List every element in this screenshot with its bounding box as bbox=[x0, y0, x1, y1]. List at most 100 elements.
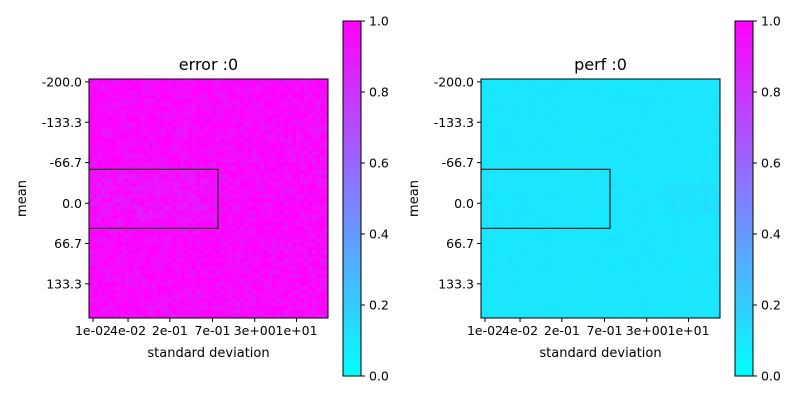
heatmap-cell bbox=[220, 158, 225, 163]
heatmap-cell bbox=[700, 158, 705, 163]
heatmap-cell bbox=[172, 162, 177, 167]
heatmap-cell bbox=[524, 106, 530, 112]
heatmap-cell bbox=[268, 286, 273, 291]
heatmap-cell bbox=[284, 146, 289, 151]
heatmap-cell bbox=[636, 150, 641, 155]
heatmap-cell bbox=[196, 310, 201, 315]
heatmap-cell bbox=[296, 286, 301, 291]
heatmap-cell bbox=[308, 194, 313, 199]
heatmap-cell bbox=[180, 178, 185, 183]
heatmap-cell bbox=[140, 238, 146, 243]
heatmap-cell bbox=[100, 286, 106, 291]
heatmap-cell bbox=[220, 130, 225, 136]
heatmap-cell bbox=[564, 150, 569, 155]
heatmap-cell bbox=[224, 82, 229, 88]
heatmap-cell bbox=[89, 114, 94, 120]
heatmap-cell bbox=[284, 138, 289, 144]
heatmap-cell bbox=[316, 262, 321, 267]
heatmap-cell bbox=[660, 102, 665, 108]
heatmap-cell bbox=[208, 238, 213, 243]
heatmap-cell bbox=[228, 118, 233, 124]
heatmap-cell bbox=[320, 266, 325, 271]
heatmap-cell bbox=[208, 222, 213, 227]
heatmap-cell bbox=[552, 102, 557, 108]
heatmap-cell bbox=[216, 98, 221, 104]
heatmap-cell bbox=[244, 214, 249, 219]
heatmap-cell bbox=[144, 186, 150, 191]
heatmap-cell bbox=[244, 314, 249, 319]
heatmap-cell bbox=[156, 286, 161, 291]
heatmap-cell bbox=[204, 270, 209, 275]
heatmap-cell bbox=[500, 82, 506, 88]
heatmap-cell bbox=[92, 154, 98, 159]
heatmap-cell bbox=[208, 194, 213, 199]
heatmap-cell bbox=[668, 102, 673, 108]
heatmap-cell bbox=[168, 126, 173, 132]
heatmap-cell bbox=[612, 79, 617, 84]
heatmap-cell bbox=[248, 142, 253, 148]
heatmap-cell bbox=[148, 170, 154, 175]
heatmap-cell bbox=[604, 162, 609, 167]
heatmap-cell bbox=[104, 190, 110, 195]
heatmap-cell bbox=[248, 238, 253, 243]
heatmap-cell bbox=[228, 266, 233, 271]
heatmap-cell bbox=[148, 82, 154, 88]
heatmap-cell bbox=[660, 90, 665, 96]
heatmap-cell bbox=[276, 258, 281, 263]
heatmap-cell bbox=[320, 258, 325, 263]
heatmap-cell bbox=[208, 186, 213, 191]
heatmap-cell bbox=[192, 274, 197, 279]
heatmap-cell bbox=[104, 110, 110, 116]
heatmap-cell bbox=[260, 250, 265, 255]
heatmap-cell bbox=[260, 90, 265, 96]
heatmap-cell bbox=[176, 258, 181, 263]
heatmap-cell bbox=[320, 134, 325, 140]
heatmap-cell bbox=[284, 246, 289, 251]
heatmap-cell bbox=[644, 122, 649, 128]
heatmap-cell bbox=[712, 158, 717, 163]
heatmap-cell bbox=[672, 90, 677, 96]
heatmap-cell bbox=[100, 238, 106, 243]
heatmap-cell bbox=[200, 126, 205, 132]
heatmap-cell bbox=[612, 162, 617, 167]
heatmap-cell bbox=[592, 154, 597, 159]
heatmap-cell bbox=[280, 202, 285, 207]
heatmap-cell bbox=[656, 98, 661, 104]
heatmap-cell bbox=[528, 98, 534, 104]
heatmap-cell bbox=[156, 190, 161, 195]
heatmap-cell bbox=[648, 122, 653, 128]
heatmap-cell bbox=[256, 290, 261, 295]
heatmap-cell bbox=[552, 142, 557, 148]
heatmap-cell bbox=[228, 126, 233, 132]
heatmap-cell bbox=[132, 294, 138, 299]
heatmap-cell bbox=[128, 170, 134, 175]
heatmap-cell bbox=[244, 166, 249, 171]
heatmap-cell bbox=[272, 126, 277, 132]
heatmap-cell bbox=[700, 130, 705, 136]
heatmap-cell bbox=[268, 170, 273, 175]
heatmap-cell bbox=[488, 126, 494, 132]
heatmap-cell bbox=[276, 218, 281, 223]
heatmap-cell bbox=[508, 90, 514, 96]
heatmap-cell bbox=[636, 130, 641, 136]
heatmap-cell bbox=[160, 118, 165, 124]
heatmap-cell bbox=[264, 250, 269, 255]
heatmap-cell bbox=[224, 314, 229, 319]
heatmap-cell bbox=[312, 79, 317, 84]
heatmap-cell bbox=[148, 286, 154, 291]
heatmap-cell bbox=[292, 170, 297, 175]
heatmap-cell bbox=[208, 210, 213, 215]
heatmap-cell bbox=[168, 306, 173, 311]
heatmap-cell bbox=[176, 302, 181, 307]
heatmap-cell bbox=[160, 110, 165, 116]
heatmap-cell bbox=[124, 134, 130, 140]
heatmap-cell bbox=[232, 282, 237, 287]
heatmap-cell bbox=[268, 306, 273, 311]
heatmap-cell bbox=[280, 222, 285, 227]
heatmap-cell bbox=[304, 154, 309, 159]
heatmap-cell bbox=[92, 114, 98, 120]
heatmap-cell bbox=[260, 130, 265, 136]
heatmap-cell bbox=[140, 214, 146, 219]
heatmap-cell bbox=[708, 146, 713, 151]
heatmap-cell bbox=[264, 182, 269, 187]
